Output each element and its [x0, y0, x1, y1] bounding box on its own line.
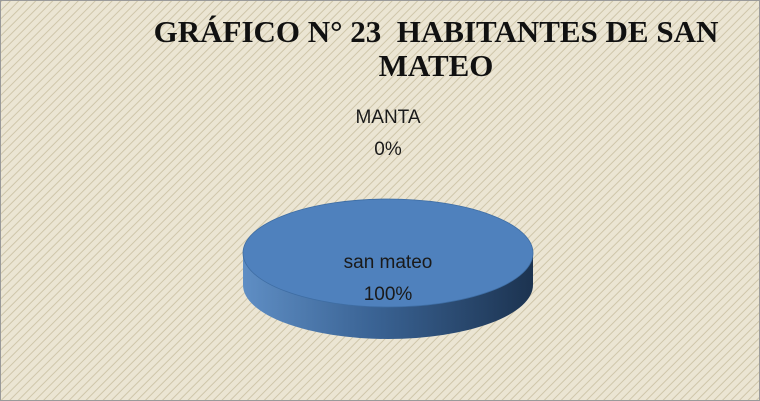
pie-slice-side [243, 253, 533, 339]
data-label-category: MANTA [355, 107, 420, 128]
data-label-category: san mateo [344, 252, 433, 273]
data-label-value: 0% [374, 139, 402, 160]
chart-title: GRÁFICO N° 23 HABITANTES DE SAN MATEO [153, 14, 727, 83]
data-label-value: 100% [364, 284, 413, 305]
plot-area: san mateo 100% MANTA 0% [242, 107, 534, 339]
pie-slice [242, 198, 534, 308]
